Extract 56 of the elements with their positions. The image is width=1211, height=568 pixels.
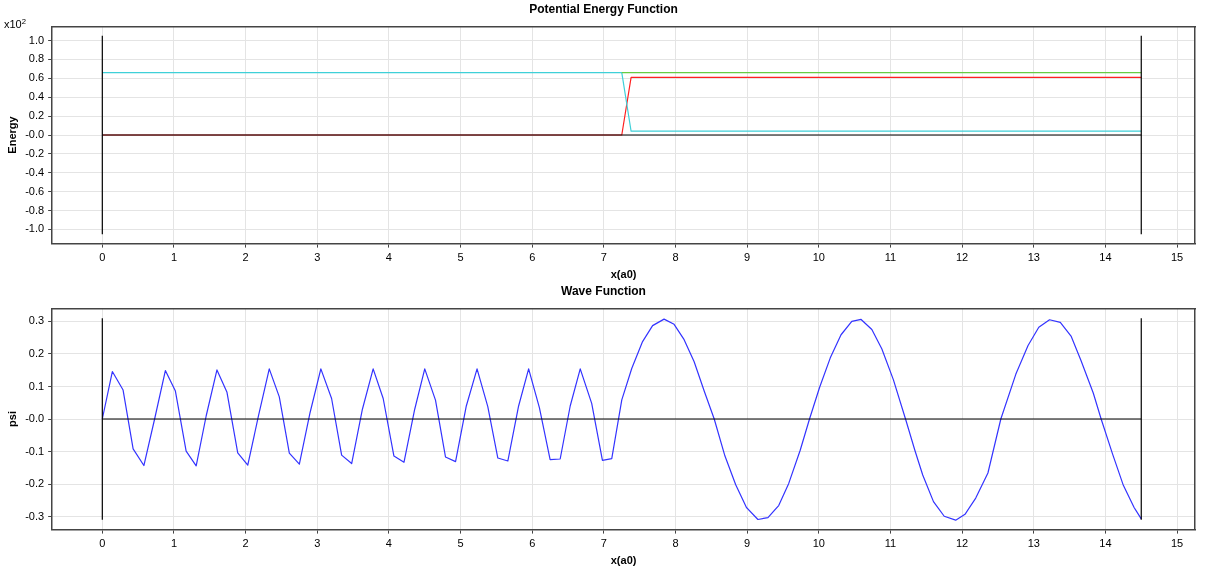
x-axis-title: x(a0) [610,554,637,567]
x-tick-label: 8 [672,251,679,264]
x-tick-label: 12 [956,537,969,550]
y-tick-label: 0.2 [28,346,45,359]
x-tick-label: 8 [672,537,679,550]
chart-title: Wave Function [561,283,646,298]
x-tick-label: 6 [529,251,536,264]
x-tick-label: 1 [170,251,178,264]
chart-title: Potential Energy Function [529,1,678,16]
x-tick-label: 0 [99,537,106,550]
y-tick-label: -0.3 [25,509,45,522]
y-tick-label: 1.0 [28,33,45,46]
x-tick-label: 12 [956,251,969,264]
x-tick-label: 10 [812,537,825,550]
y-tick-label: -0.1 [25,444,45,457]
x-tick-label: 10 [812,251,825,264]
y-tick-label: 0.4 [28,90,45,103]
y-tick-label: -0.2 [25,146,45,159]
x-tick-label: 13 [1027,537,1040,550]
x-tick-label: 5 [457,537,464,550]
y-tick-label: -0.6 [25,184,45,197]
x-tick-label: 9 [744,537,751,550]
y-tick-label: -0.8 [25,203,45,216]
x-tick-label: 0 [99,251,106,264]
x-tick-label: 3 [314,537,321,550]
x-tick-label: 15 [1170,251,1184,264]
y-tick-label: -0.0 [25,128,45,141]
y-tick-label: -0.0 [25,412,45,425]
y-axis-title: Energy [5,115,18,154]
y-tick-label: -1.0 [25,222,45,235]
y-axis-title: psi [5,411,18,427]
y-tick-label: -0.4 [25,165,45,178]
x-tick-label: 13 [1027,251,1040,264]
x-tick-label: 15 [1170,537,1184,550]
y-tick-label: 0.6 [28,71,45,84]
y-tick-label: 0.2 [28,109,45,122]
y-tick-label: 0.8 [28,52,45,65]
x-tick-label: 9 [744,251,751,264]
x-tick-label: 7 [600,537,607,550]
x-tick-label: 4 [385,251,392,264]
y-tick-label: -0.2 [25,477,45,490]
x-tick-label: 2 [242,251,249,264]
x-tick-label: 1 [170,537,178,550]
y-tick-label: 0.3 [28,314,45,327]
x-tick-label: 4 [385,537,392,550]
x-tick-label: 11 [884,251,897,264]
x-tick-label: 6 [529,537,536,550]
x-axis-title: x(a0) [610,268,637,281]
x-tick-label: 7 [600,251,607,264]
x-tick-label: 14 [1099,537,1112,550]
x-tick-label: 5 [457,251,464,264]
x-tick-label: 3 [314,251,321,264]
y-tick-label: 0.1 [28,379,45,392]
x-tick-label: 2 [242,537,249,550]
x-tick-label: 11 [884,537,897,550]
x-tick-label: 14 [1099,251,1112,264]
